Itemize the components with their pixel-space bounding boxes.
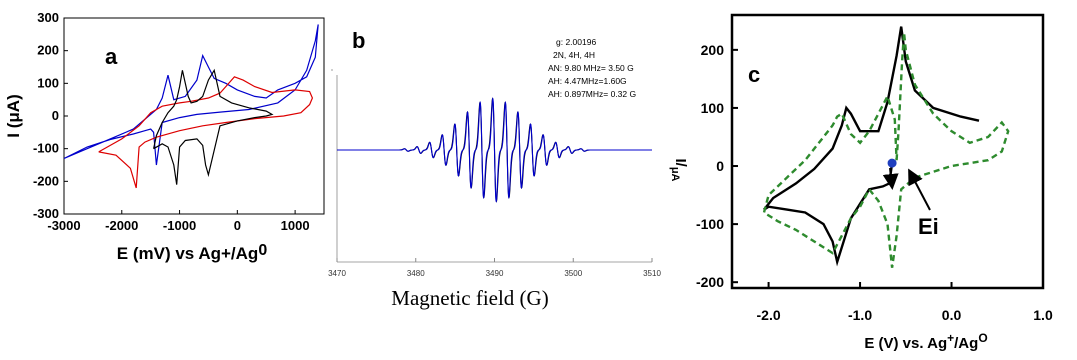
panel-a-series — [63, 24, 319, 189]
panel-c-ei-arrow — [908, 168, 931, 211]
panel-a-ytick-label: 0 — [52, 108, 59, 123]
panel-b-xtick-label: 3470 — [328, 269, 346, 278]
panel-c-initial-point — [887, 158, 897, 168]
panel-c-ylabel-sub: μA — [669, 167, 681, 182]
panel-b-param-an: AN: 9.80 MHz= 3.50 G — [548, 63, 634, 73]
panel-a-x-axis-title: E (mV) vs Ag+/Ag0 — [117, 242, 268, 263]
panel-b-xtick-label: 3500 — [564, 269, 582, 278]
panel-b-param-ah1: AH: 4.47MHz=1.60G — [548, 76, 627, 86]
panel-c-x-axis-title: E (V) vs. Ag+/AgO — [864, 331, 987, 352]
panel-c-y-axis-title: I/μA — [669, 158, 689, 181]
panel-c-xtick-label: -2.0 — [757, 307, 781, 323]
panel-c-xlabel-sup2: O — [978, 331, 987, 345]
panel-a-series-1 — [98, 76, 314, 189]
panel-a-xlabel-sup: 0 — [258, 242, 267, 259]
panel-b-ticks: 3470 3480 3490 3500 3510 — [328, 258, 661, 278]
panel-c-xtick-label: 0.0 — [942, 307, 962, 323]
panel-c-ytick-label: 100 — [701, 100, 725, 116]
panel-b-series-1 — [337, 97, 652, 203]
panel-a-series-0 — [63, 24, 319, 166]
panel-a-xlabel: E (mV) vs Ag+/Ag — [117, 244, 259, 263]
panel-c-frame — [730, 13, 1045, 290]
panel-b-param-nuclei: 2N, 4H, 4H — [553, 50, 595, 60]
panel-c-ylabel: I/ — [672, 158, 689, 167]
panel-b-x-axis-title: Magnetic field (G) — [391, 286, 548, 310]
panel-a-ytick-label: -200 — [33, 173, 59, 188]
panel-a-xtick-label: -1000 — [163, 218, 196, 233]
panel-b-param-g: g: 2.00196 — [556, 37, 596, 47]
panel-c-small-arrow — [882, 167, 899, 190]
panel-a-xtick-label: -2000 — [105, 218, 138, 233]
panel-a-letter: a — [105, 44, 118, 69]
panel-a-ytick-label: 200 — [37, 43, 59, 58]
panel-a-xtick-label: 0 — [234, 218, 241, 233]
panel-a-y-axis-title: I (μA) — [4, 94, 23, 137]
panel-a-ytick-label: 300 — [37, 10, 59, 25]
panel-a: -3000 -2000 -1000 0 1000-300-200-10001002003… — [4, 10, 325, 263]
panel-b-parameters: g: 2.00196 2N, 4H, 4H AN: 9.80 MHz= 3.50… — [548, 37, 636, 99]
panel-c-ticks: -2.0 -1.0 0.0 1.0 -200 -100 0 100 200 — [696, 42, 1053, 323]
panel-b-letter: b — [352, 28, 365, 53]
panel-a-ticks: -3000 -2000 -1000 0 1000-300-200-10001002003… — [33, 10, 310, 233]
panel-b-xtick-label: 3490 — [486, 269, 504, 278]
panel-c-series-0 — [763, 26, 980, 267]
panel-a-xtick-label: -3000 — [47, 218, 80, 233]
panel-c-xlabel-sup1: + — [947, 331, 954, 345]
panel-c-ytick-label: -200 — [696, 274, 724, 290]
panel-c-xtick-label: 1.0 — [1033, 307, 1053, 323]
panel-b-xtick-label: 3480 — [407, 269, 425, 278]
panel-a-xtick-label: 1000 — [281, 218, 310, 233]
panel-c-series-1 — [762, 32, 1010, 268]
panel-c-xtick-label: -1.0 — [848, 307, 872, 323]
panel-c-ei-label: Ei — [918, 214, 939, 239]
panel-a-series-2 — [153, 68, 274, 185]
panel-c-xlabel: E (V) vs. Ag — [864, 335, 947, 352]
panel-a-ytick-label: -300 — [33, 206, 59, 221]
panel-b-param-ah2: AH: 0.897MHz= 0.32 G — [548, 89, 636, 99]
panel-c-ytick-label: 0 — [716, 158, 724, 174]
panel-a-ytick-label: -100 — [33, 141, 59, 156]
panel-c-ytick-label: 200 — [701, 42, 725, 58]
panel-b-series — [337, 97, 652, 203]
panel-a-ytick-label: 100 — [37, 75, 59, 90]
panel-c-xlabel-mid: /Ag — [954, 335, 978, 352]
panel-c-ytick-label: -100 — [696, 216, 724, 232]
panel-c-series — [762, 26, 1010, 268]
panel-b-xtick-label: 3510 — [643, 269, 661, 278]
panel-c-letter: c — [748, 62, 760, 87]
panel-b: 3470 3480 3490 3500 3510 b g: 2.00196 2N, 4H… — [328, 28, 661, 310]
